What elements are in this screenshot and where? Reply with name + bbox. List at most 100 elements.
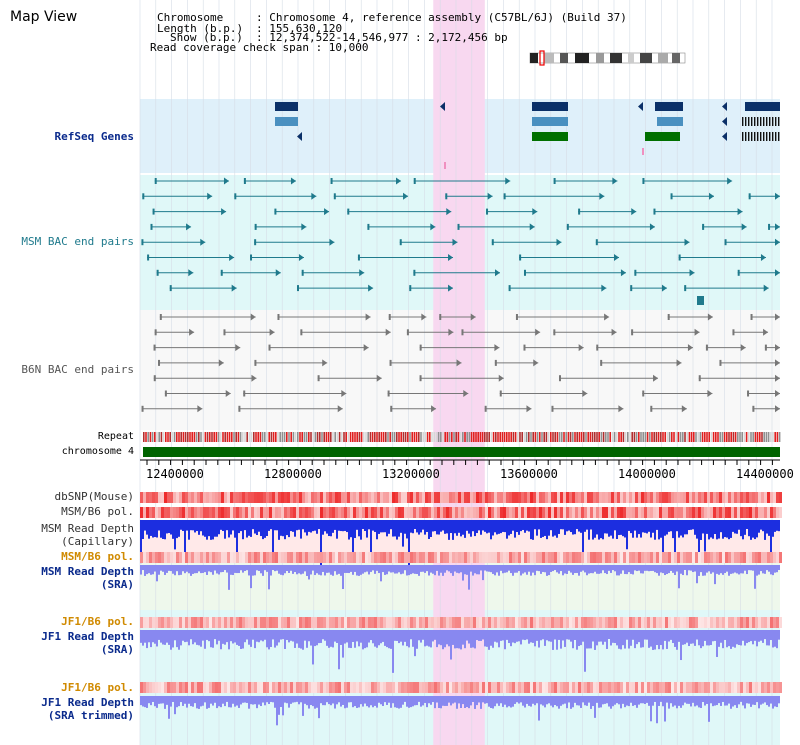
repeat-mark — [772, 432, 774, 442]
read-depth-bar — [680, 520, 682, 536]
read-depth-bar — [302, 630, 304, 650]
track-label-jf1-read-depth-trimmed[interactable]: JF1 Read Depth — [41, 696, 134, 709]
repeat-mark — [730, 432, 732, 442]
polymorphism-cell — [566, 617, 569, 628]
read-depth-bar — [418, 696, 420, 702]
read-depth-bar — [764, 696, 766, 703]
polymorphism-cell — [608, 492, 611, 503]
polymorphism-cell — [680, 507, 683, 518]
read-depth-bar — [326, 696, 328, 703]
repeat-mark — [765, 432, 768, 442]
polymorphism-cell — [308, 507, 311, 518]
repeat-mark — [435, 432, 438, 442]
read-depth-bar — [506, 630, 508, 640]
track-label-chromosome[interactable]: chromosome 4 — [61, 446, 134, 457]
polymorphism-cell — [614, 617, 617, 628]
read-depth-bar — [462, 520, 464, 535]
track-label-dbsnp[interactable]: dbSNP(Mouse) — [54, 490, 134, 503]
polymorphism-cell — [263, 552, 266, 563]
polymorphism-cell — [434, 552, 437, 563]
polymorphism-cell — [449, 492, 452, 503]
read-depth-bar — [154, 520, 156, 538]
polymorphism-cell — [176, 617, 179, 628]
polymorphism-cell — [638, 682, 641, 693]
polymorphism-cell — [287, 552, 290, 563]
track-label-msm-b6-pol-capillary[interactable]: MSM/B6 pol. — [61, 505, 134, 518]
read-depth-bar — [396, 520, 398, 540]
polymorphism-cell — [662, 552, 665, 563]
track-label-msm-bac[interactable]: MSM BAC end pairs — [21, 235, 134, 248]
read-depth-bar — [674, 520, 676, 553]
read-depth-bar — [466, 520, 468, 531]
polymorphism-cell — [404, 507, 407, 518]
read-depth-bar — [598, 696, 600, 708]
repeat-mark — [495, 432, 497, 442]
polymorphism-cell — [461, 617, 464, 628]
read-depth-bar — [528, 630, 530, 644]
polymorphism-cell — [422, 617, 425, 628]
track-label-b6n-bac[interactable]: B6N BAC end pairs — [21, 363, 134, 376]
read-depth-bar — [658, 520, 660, 540]
polymorphism-cell — [389, 492, 392, 503]
read-depth-bar — [594, 520, 596, 538]
read-depth-bar — [746, 520, 748, 530]
polymorphism-cell — [575, 552, 578, 563]
polymorphism-cell — [200, 682, 203, 693]
polymorphism-cell — [716, 492, 719, 503]
polymorphism-cell — [431, 617, 434, 628]
read-depth-bar — [460, 696, 462, 709]
read-depth-bar — [402, 565, 404, 574]
track-label-msm-b6-pol-sra[interactable]: MSM/B6 pol. — [61, 550, 134, 563]
read-depth-bar — [692, 565, 694, 573]
repeat-mark — [684, 432, 686, 442]
repeat-mark — [633, 432, 636, 442]
read-depth-bar — [570, 630, 572, 642]
polymorphism-cell — [653, 682, 656, 693]
read-depth-bar — [476, 696, 478, 706]
read-depth-bar — [716, 520, 718, 540]
polymorphism-cell — [254, 507, 257, 518]
axis-tick-label: 12800000 — [264, 467, 322, 481]
read-depth-bar — [544, 520, 546, 536]
track-label-jf1-b6-pol-trimmed[interactable]: JF1/B6 pol. — [61, 681, 134, 694]
b6n-bac-pair-arrow — [681, 405, 687, 413]
read-depth-bar — [608, 520, 610, 537]
polymorphism-cell — [203, 682, 206, 693]
track-label-jf1-read-depth[interactable]: JF1 Read Depth — [41, 630, 134, 643]
track-label-msm-read-depth-sra[interactable]: MSM Read Depth — [41, 565, 134, 578]
read-depth-bar — [610, 565, 612, 573]
polymorphism-cell — [329, 552, 332, 563]
read-depth-bar — [182, 696, 184, 706]
track-label-jf1-b6-pol[interactable]: JF1/B6 pol. — [61, 615, 134, 628]
read-depth-bar — [682, 565, 684, 576]
polymorphism-cell — [734, 492, 737, 503]
read-depth-bar — [322, 696, 324, 706]
read-depth-bar — [706, 630, 708, 646]
repeat-mark — [609, 432, 611, 442]
repeat-mark — [358, 432, 361, 442]
read-depth-bar — [184, 630, 186, 643]
refseq-exon — [778, 132, 780, 141]
axis-tick-label: 14000000 — [618, 467, 676, 481]
read-depth-bar — [286, 520, 288, 536]
repeat-mark — [446, 432, 449, 442]
read-depth-bar — [526, 565, 528, 575]
read-depth-bar — [398, 520, 400, 537]
repeat-mark — [444, 432, 446, 442]
track-label-msm-read-depth-capillary[interactable]: MSM Read Depth — [41, 522, 134, 535]
read-depth-bar — [164, 630, 166, 645]
polymorphism-cell — [617, 682, 620, 693]
b6n-bac-pair-end — [277, 314, 280, 320]
read-depth-bar — [258, 565, 260, 571]
track-label-repeat[interactable]: Repeat — [97, 431, 134, 442]
refseq-gene — [275, 102, 298, 111]
msm-bac-pair-end — [413, 178, 416, 184]
track-label-refseq[interactable]: RefSeq Genes — [54, 130, 134, 143]
read-depth-bar — [302, 565, 304, 574]
read-depth-bar — [300, 696, 302, 703]
b6n-bac-pair-end — [223, 329, 226, 336]
read-depth-bar — [664, 565, 666, 576]
read-depth-bar — [402, 630, 404, 646]
